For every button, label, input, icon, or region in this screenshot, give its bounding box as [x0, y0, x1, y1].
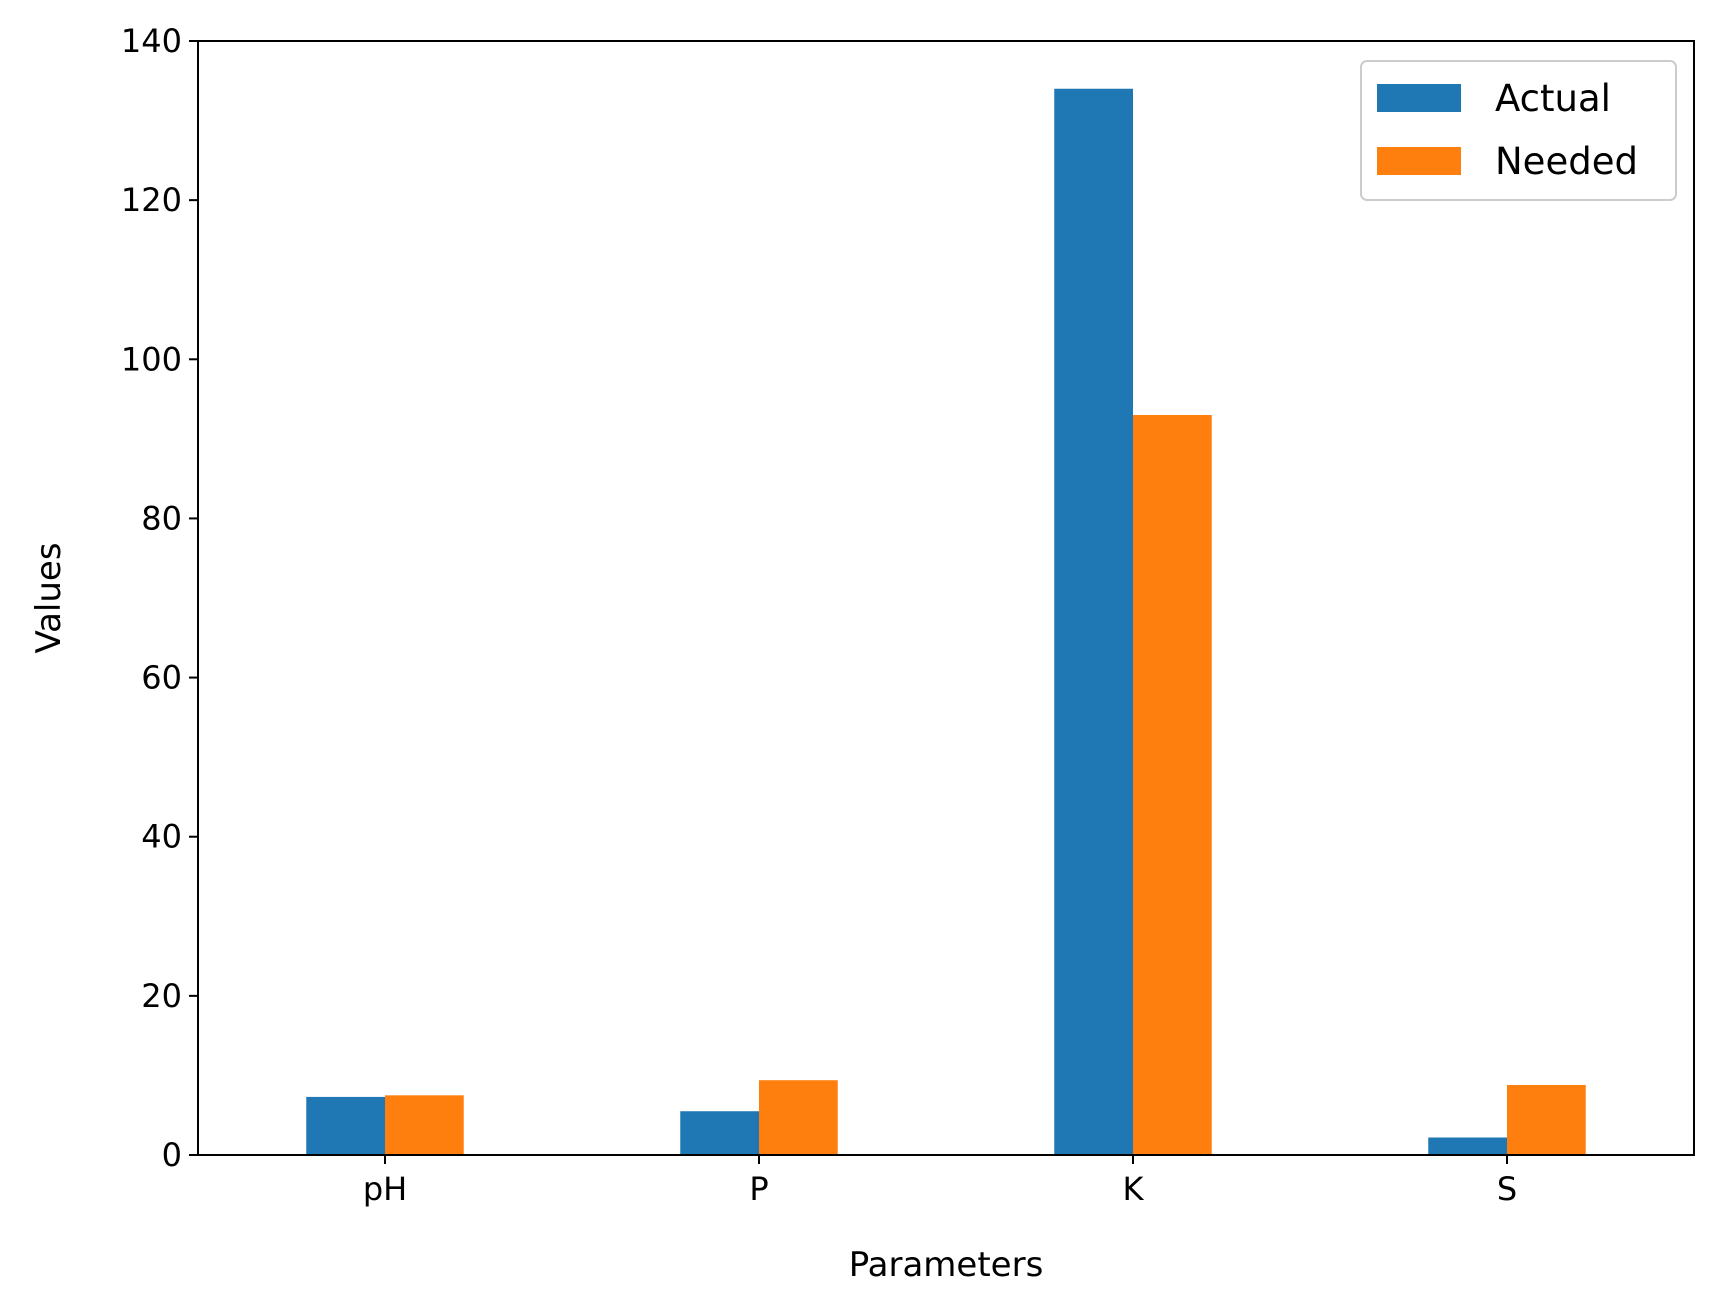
bar-needed-ph [385, 1095, 464, 1155]
y-tick-label: 40 [141, 818, 182, 856]
bar-actual-p [680, 1111, 759, 1155]
x-tick-label: P [749, 1170, 768, 1208]
y-tick-label: 20 [141, 977, 182, 1015]
x-tick-label: pH [363, 1170, 407, 1208]
bar-actual-s [1428, 1137, 1507, 1155]
x-tick-label: K [1123, 1170, 1145, 1208]
y-tick-label: 140 [121, 22, 182, 60]
bar-actual-ph [306, 1096, 385, 1155]
legend-swatch-actual [1377, 84, 1461, 112]
legend-swatch-needed [1377, 147, 1461, 175]
x-axis-label: Parameters [849, 1245, 1044, 1285]
y-tick-label: 120 [121, 181, 182, 219]
plot-frame [197, 40, 1695, 1156]
y-tick-label: 100 [121, 340, 182, 378]
legend-label-actual: Actual [1495, 77, 1611, 120]
x-tick-label: S [1497, 1170, 1517, 1208]
bar-needed-k [1133, 414, 1212, 1155]
x-axis-ticks: pH P K S [363, 1155, 1517, 1208]
y-axis-ticks: 0 20 40 60 80 100 120 140 [121, 22, 198, 1174]
bar-actual-k [1054, 88, 1133, 1155]
y-tick-label: 60 [141, 659, 182, 697]
bar-needed-p [759, 1080, 838, 1155]
bar-needed-s [1507, 1084, 1586, 1155]
bars-layer [306, 88, 1586, 1155]
legend: Actual Needed [1360, 60, 1677, 201]
y-tick-label: 80 [141, 499, 182, 537]
legend-label-needed: Needed [1495, 140, 1638, 183]
y-tick-label: 0 [162, 1136, 182, 1174]
y-axis-label: Values [29, 542, 69, 653]
